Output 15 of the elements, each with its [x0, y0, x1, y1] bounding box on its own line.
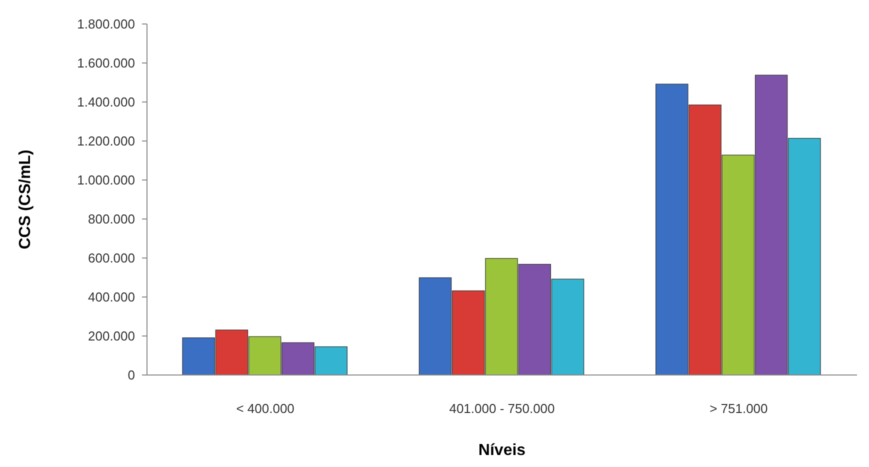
y-tick-label: 1.200.000	[77, 134, 135, 149]
y-tick-label: 1.800.000	[77, 16, 135, 32]
y-tick-label: 800.000	[88, 212, 135, 227]
x-axis-title: Níveis	[478, 442, 526, 459]
y-tick-label: 600.000	[88, 250, 135, 266]
y-tick-label: 0	[128, 368, 135, 383]
y-tick-label: 1.400.000	[77, 94, 135, 110]
y-tick-label: 1.000.000	[77, 172, 135, 188]
x-tick-label: > 751.000	[710, 401, 768, 416]
y-tick-label: 400.000	[88, 290, 135, 305]
x-tick-label: < 400.000	[236, 401, 294, 416]
y-tick-label: 1.600.000	[77, 56, 135, 71]
y-tick-label: 200.000	[88, 328, 135, 344]
y-axis-title: CCS (CS/mL)	[17, 150, 34, 250]
x-tick-label: 401.000 - 750.000	[449, 401, 555, 416]
